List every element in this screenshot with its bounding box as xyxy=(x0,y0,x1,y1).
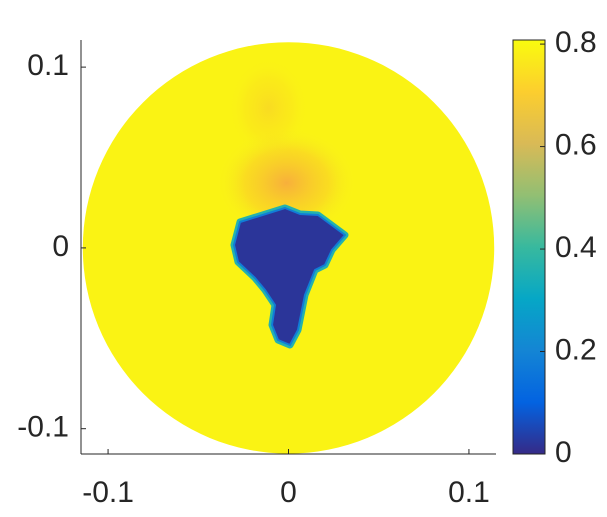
y-tick-label: 0.1 xyxy=(27,49,69,82)
colorbar-tick-label: 0.4 xyxy=(555,231,597,264)
colorbar-tick-label: 0.8 xyxy=(555,26,597,59)
x-tick-label: -0.1 xyxy=(82,476,134,509)
y-tick-label: -0.1 xyxy=(17,411,69,444)
halo xyxy=(216,127,357,238)
y-tick-label: 0 xyxy=(52,230,69,263)
x-tick-label: 0 xyxy=(280,476,297,509)
colorbar-tick-label: 0 xyxy=(555,436,572,469)
colorbar-tick-label: 0.6 xyxy=(555,128,597,161)
x-tick-label: 0.1 xyxy=(448,476,490,509)
colorbar-tick-label: 0.2 xyxy=(555,333,597,366)
halo xyxy=(228,57,309,158)
inclusion xyxy=(233,207,346,346)
colorbar xyxy=(512,39,546,455)
